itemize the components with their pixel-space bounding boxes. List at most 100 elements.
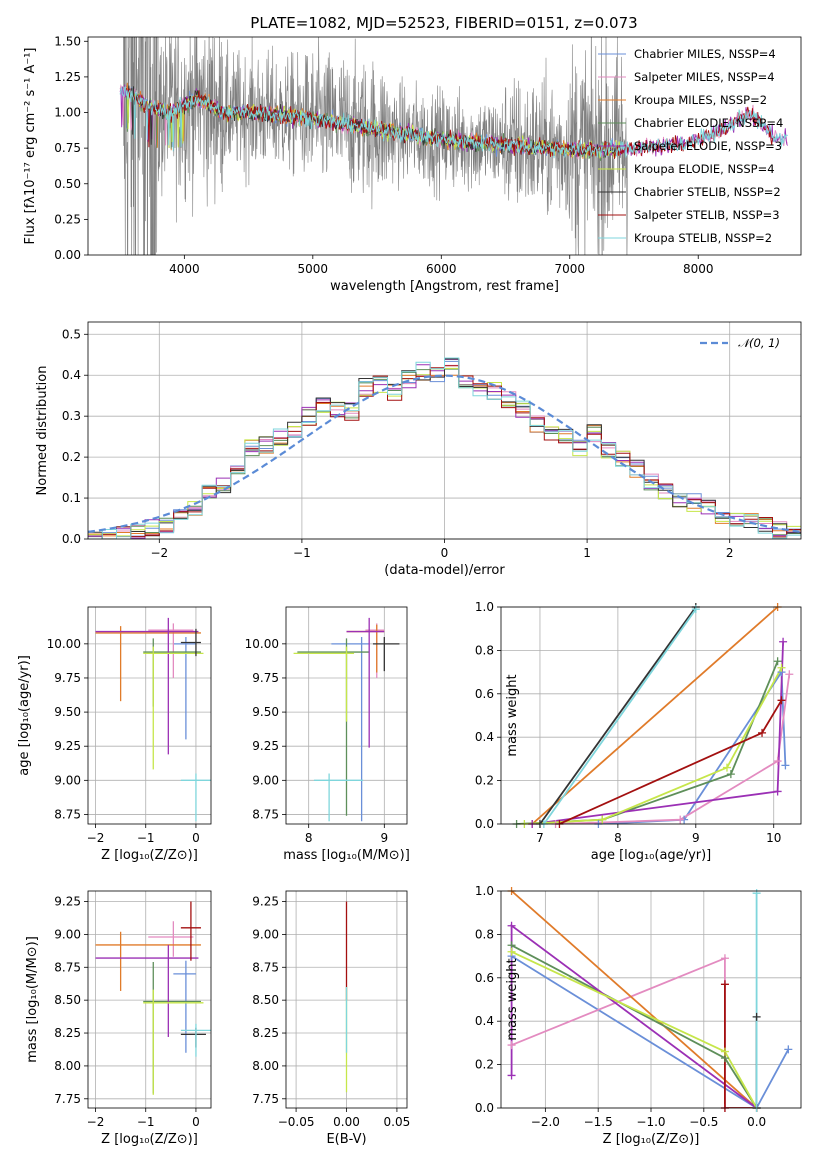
x-tick-label: 5000	[298, 262, 329, 276]
y-tick-label: 8.75	[54, 807, 81, 821]
x-axis-label: Z [log₁₀(Z/Z⊙)]	[101, 1132, 198, 1147]
x-tick-label: 8000	[683, 262, 714, 276]
y-tick-label: 0.75	[54, 141, 81, 155]
plot-background	[501, 607, 801, 824]
panel-mass_vs_Z: −2 −1 0 7.75 8.00 8.25 8.50 8.75 9.00 9.25 Z [log₁…	[25, 890, 212, 1147]
y-axis-label: Normed distribution	[35, 366, 50, 496]
weight-line-chabrier-miles	[511, 955, 790, 1108]
weight-marker-kroupa-elodie	[507, 947, 516, 956]
weight-line-kroupa-miles	[511, 891, 758, 1108]
spectrum-legend: Chabrier MILES, NSSP=4 Salpeter MILES, NS…	[598, 47, 783, 245]
plot-frame	[87, 890, 212, 1109]
plot-background	[88, 891, 211, 1108]
plot-area	[119, 37, 788, 255]
legend-entry: Kroupa STELIB, NSSP=2	[634, 231, 772, 245]
y-tick-label: 0.25	[54, 212, 81, 226]
y-tick-label: 0.4	[62, 368, 81, 382]
x-tick-label: −2.0	[531, 1115, 560, 1129]
figure-title: PLATE=1082, MJD=52523, FIBERID=0151, z=0…	[250, 14, 637, 32]
x-tick-label: 7	[536, 831, 544, 845]
panel-age_vs_Z: −2 −1 0 8.75 9.00 9.25 9.50 9.75 10.00 Z [log₁₀(Z…	[17, 606, 212, 863]
y-axis-label: mass [log₁₀(M/M⊙)]	[25, 936, 40, 1063]
y-tick-label: 9.75	[252, 671, 279, 685]
weight-marker-chabrier-elodie	[726, 770, 735, 779]
x-axis-label: Z [log₁₀(Z/Z⊙)]	[603, 1132, 700, 1147]
y-tick-label: 0.5	[62, 327, 81, 341]
plot-frame	[285, 890, 408, 1109]
y-tick-label: 9.50	[54, 705, 81, 719]
y-tick-label: 8.50	[252, 993, 279, 1007]
y-tick-label: 0.50	[54, 177, 81, 191]
y-tick-label: 7.75	[252, 1092, 279, 1106]
x-tick-label: 9	[692, 831, 700, 845]
y-tick-label: 1.0	[475, 884, 494, 898]
plot-background	[88, 607, 211, 824]
x-tick-label: 0	[441, 546, 449, 560]
legend-entry: Kroupa ELODIE, NSSP=4	[634, 162, 775, 176]
y-tick-label: 0.6	[475, 971, 494, 985]
legend-entry: Chabrier STELIB, NSSP=2	[634, 185, 781, 199]
weight-marker-salpeter-miles	[720, 954, 729, 963]
y-tick-label: 8.00	[252, 1059, 279, 1073]
weight-marker-kroupa-elodie	[720, 1047, 729, 1056]
plot-area	[88, 357, 801, 539]
y-tick-label: 9.00	[54, 773, 81, 787]
y-tick-label: 9.00	[54, 927, 81, 941]
plot-frame	[500, 890, 802, 1109]
x-tick-label: 7000	[554, 262, 585, 276]
y-tick-label: 9.75	[54, 671, 81, 685]
y-tick-label: 0.8	[475, 643, 494, 657]
x-tick-label: −2	[150, 546, 168, 560]
panel-weight_vs_Z: −2.0 −1.5 −1.0 −0.5 0.0 0.0 0.2 0.4 0.6 0.8 1.0 Z […	[475, 884, 802, 1147]
weight-line-kroupa-miles	[531, 607, 779, 824]
weight-marker-salpeter-elodie	[507, 921, 516, 930]
y-tick-label: 8.00	[54, 1059, 81, 1073]
y-tick-label: 8.50	[54, 993, 81, 1007]
plot-area	[95, 617, 211, 822]
plot-frame	[500, 606, 802, 825]
y-axis-label: mass weight	[505, 674, 520, 756]
legend-entry: 𝒩(0, 1)	[738, 336, 780, 350]
weight-marker-chabrier-miles	[784, 1045, 793, 1054]
y-tick-label: 0.2	[475, 1058, 494, 1072]
x-axis-label: Z [log₁₀(Z/Z⊙)]	[101, 848, 198, 863]
x-tick-label: 1	[583, 546, 591, 560]
x-tick-label: 8	[614, 831, 622, 845]
y-tick-label: 8.25	[252, 1026, 279, 1040]
panel-residuals: −2 −1 0 1 2 0.0 0.1 0.2 0.3 0.4 0.5 (data-model)/er…	[35, 321, 802, 578]
weight-line-salpeter-miles	[555, 674, 791, 824]
x-tick-label: 4000	[169, 262, 200, 276]
y-tick-label: 9.25	[252, 895, 279, 909]
y-tick-label: 0.00	[54, 248, 81, 262]
plot-frame	[87, 36, 802, 256]
y-tick-label: 0.3	[62, 409, 81, 423]
weight-marker-salpeter-miles	[773, 757, 782, 766]
x-tick-label: −1.0	[636, 1115, 665, 1129]
weight-marker-salpeter-stelib	[720, 980, 729, 989]
y-tick-label: 10.00	[47, 637, 81, 651]
legend-entry: Salpeter ELODIE, NSSP=3	[634, 139, 782, 153]
x-tick-label: −1	[137, 1115, 155, 1129]
x-tick-label: −0.5	[689, 1115, 718, 1129]
y-tick-label: 9.00	[252, 927, 279, 941]
y-tick-label: 0.8	[475, 927, 494, 941]
weight-line-salpeter-stelib	[724, 984, 757, 1108]
x-tick-label: 0.00	[333, 1115, 360, 1129]
x-tick-label: −2	[87, 831, 105, 845]
y-axis-label: age [log₁₀(age/yr)]	[17, 655, 32, 776]
normal-curve	[88, 374, 801, 533]
y-tick-label: 0.1	[62, 491, 81, 505]
y-tick-label: 1.0	[475, 600, 494, 614]
x-tick-label: 0.0	[747, 1115, 766, 1129]
x-tick-label: 9	[380, 831, 388, 845]
weight-marker-salpeter-stelib	[777, 696, 786, 705]
y-tick-label: 1.00	[54, 106, 81, 120]
plot-frame	[87, 606, 212, 825]
x-tick-label: 0.05	[384, 1115, 411, 1129]
y-tick-label: 0.2	[62, 450, 81, 464]
weight-marker-kroupa-stelib	[752, 889, 761, 898]
y-tick-label: 1.50	[54, 34, 81, 48]
x-tick-label: −1	[137, 831, 155, 845]
x-tick-label: −0.05	[278, 1115, 315, 1129]
